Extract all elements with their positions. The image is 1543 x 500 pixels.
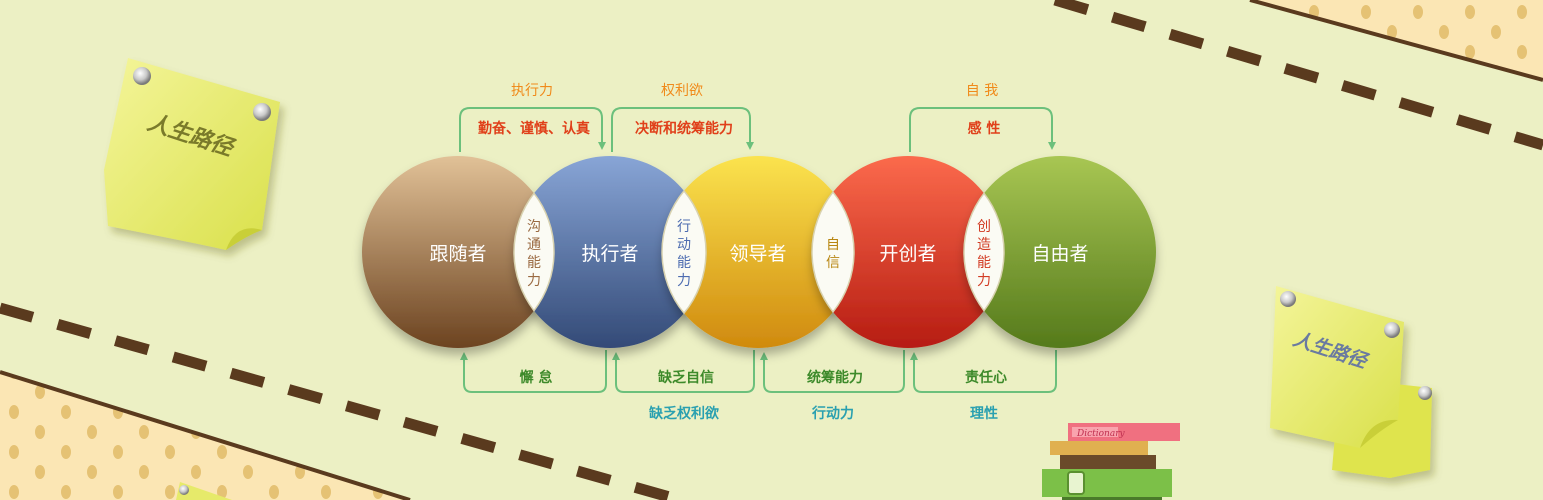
flow-title: 权利欲: [661, 83, 703, 99]
overlap-label: 能: [977, 255, 991, 271]
flow-bottom-outer: 理性: [970, 405, 998, 422]
overlap-label: 能: [527, 255, 541, 271]
flow-subtitle: 感 性: [968, 120, 1001, 137]
overlap-label: 通: [527, 237, 541, 253]
stage-label: 自由者: [1031, 243, 1088, 265]
stage-circles: 跟随者 执行者 领导者 开创者 自由者: [362, 156, 1156, 348]
stage-label: 领导者: [729, 243, 786, 265]
flow-bottom-outer: 缺乏权利欲: [649, 405, 719, 422]
pin-icon: [253, 103, 271, 121]
pin-icon: [1418, 386, 1432, 400]
flow-bottom-outer: 行动力: [811, 405, 854, 422]
top-right-pattern: [1053, 0, 1543, 151]
stage-circle-4: 开创者: [812, 156, 1004, 348]
stage-circle-1: 跟随者: [362, 156, 554, 348]
overlap-label: 动: [677, 237, 691, 253]
book-title: Dictionary: [1076, 429, 1126, 439]
stage-label: 执行者: [581, 243, 638, 265]
flow-title: 自 我: [966, 83, 998, 99]
flow-bottom-inner: 懈 怠: [520, 369, 553, 386]
overlap-label: 创: [977, 219, 991, 235]
flow-title: 执行力: [511, 83, 553, 99]
overlap-label: 自: [826, 237, 840, 253]
flow-bottom-inner: 统筹能力: [807, 369, 863, 386]
pin-icon: [133, 67, 151, 85]
flow-subtitle: 决断和统筹能力: [635, 120, 733, 137]
overlap-label: 力: [977, 273, 991, 289]
stage-label: 开创者: [879, 243, 936, 265]
overlap-label: 信: [826, 255, 840, 271]
overlap-label: 沟: [527, 219, 541, 235]
pin-icon: [1384, 322, 1400, 338]
overlap-label: 能: [677, 255, 691, 271]
sticky-note-right: 人生路径: [1270, 286, 1432, 478]
sticky-note-bottom: [176, 482, 232, 500]
overlap-label: 造: [977, 237, 991, 253]
stage-circle-3: 领导者: [662, 156, 854, 348]
stage-label: 跟随者: [429, 243, 486, 265]
flow-bottom-inner: 责任心: [965, 369, 1007, 386]
book-stack-icon: Dictionary: [1042, 423, 1180, 500]
sticky-note-left: 人生路径: [104, 58, 280, 250]
stage-circle-2: 执行者: [514, 156, 706, 348]
flow-bottom-inner: 缺乏自信: [658, 369, 714, 386]
overlap-lens-3: 自信: [811, 190, 855, 314]
flow-subtitle: 勤奋、谨慎、认真: [478, 120, 590, 137]
pin-icon: [1280, 291, 1296, 307]
overlap-label: 力: [527, 273, 541, 289]
flow-arrows: [459, 107, 1057, 393]
overlap-label: 行: [677, 219, 691, 235]
stage-circle-5: 自由者: [964, 156, 1156, 348]
overlap-label: 力: [677, 273, 691, 289]
